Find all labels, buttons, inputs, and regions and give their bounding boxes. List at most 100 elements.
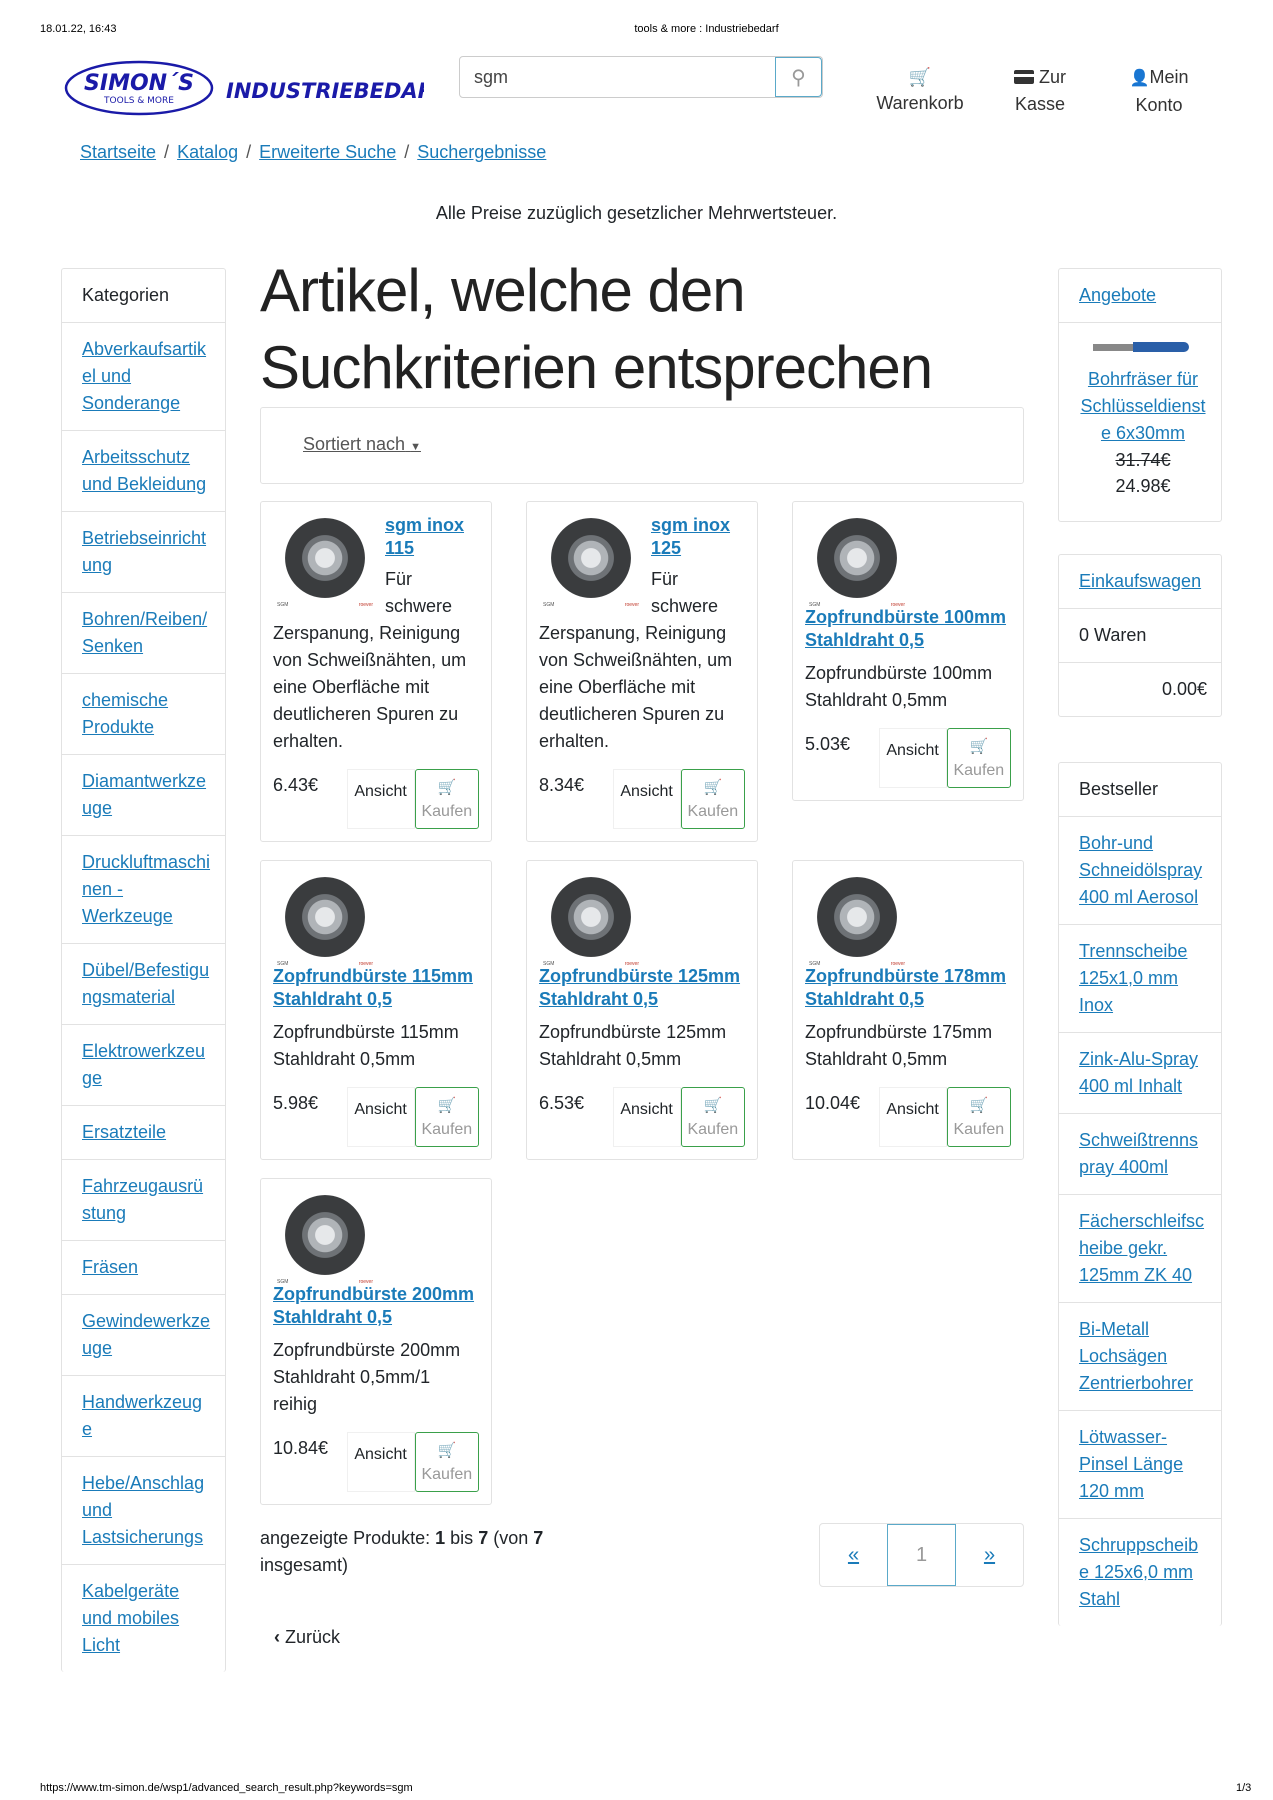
product-image[interactable]: SGM roever [805,514,909,610]
bestseller-link[interactable]: Trennscheibe 125x1,0 mm Inox [1079,941,1188,1015]
category-link[interactable]: Dübel/Befestigungsmaterial [82,960,210,1007]
bestseller-item[interactable]: Schruppscheibe 125x6,0 mm Stahl [1059,1518,1221,1626]
bestseller-item[interactable]: Zink-Alu-Spray 400 ml Inhalt [1059,1032,1221,1113]
view-button[interactable]: Ansicht [346,769,415,829]
bestseller-link[interactable]: Fächerschleifscheibe gekr. 125mm ZK 40 [1079,1211,1205,1285]
bestseller-link[interactable]: Schweißtrennspray 400ml [1079,1130,1199,1177]
category-link[interactable]: Fräsen [82,1257,139,1277]
cart-box: Einkaufswagen 0 Waren 0.00€ [1058,554,1222,717]
sidebar-item-category[interactable]: Bohren/Reiben/Senken [62,592,225,673]
cart-link[interactable]: 🛒 Warenkorb [870,64,970,117]
sidebar-item-category[interactable]: Dübel/Befestigungsmaterial [62,943,225,1024]
product-image[interactable]: SGM roever [539,873,643,969]
back-button[interactable]: ‹ Zurück [274,1627,341,1647]
sidebar-item-category[interactable]: Betriebseinrichtung [62,511,225,592]
product-description: Zopfrundbürste 100mm Stahldraht 0,5mm [805,663,993,710]
logo[interactable]: SIMON´S TOOLS & MORE INDUSTRIEBEDARF [64,60,449,118]
breadcrumb-home[interactable]: Startseite [80,142,157,162]
category-link[interactable]: Hebe/Anschlag und Lastsicherungs [82,1473,205,1547]
search-button[interactable]: ⚲ [775,57,822,97]
bestseller-item[interactable]: Lötwasser-Pinsel Länge 120 mm [1059,1410,1221,1518]
product-title-link[interactable]: sgm inox 125 [651,515,731,558]
bestseller-item[interactable]: Schweißtrennspray 400ml [1059,1113,1221,1194]
bestseller-link[interactable]: Schruppscheibe 125x6,0 mm Stahl [1079,1535,1199,1609]
product-image[interactable]: SGM roever [805,873,909,969]
breadcrumb-catalog[interactable]: Katalog [177,142,239,162]
sidebar-item-category[interactable]: Gewindewerkzeuge [62,1294,225,1375]
category-link[interactable]: Elektrowerkzeuge [82,1041,206,1088]
sidebar-item-category[interactable]: Fahrzeugausrüstung [62,1159,225,1240]
buy-button[interactable]: 🛒 Kaufen [414,1087,480,1147]
bestseller-link[interactable]: Lötwasser-Pinsel Länge 120 mm [1079,1427,1184,1501]
sidebar-item-category[interactable]: Diamantwerkzeuge [62,754,225,835]
product-title-link[interactable]: Zopfrundbürste 125mm Stahldraht 0,5 [539,966,741,1009]
view-button[interactable]: Ansicht [346,1087,415,1147]
prev-page[interactable]: « [847,1543,860,1566]
sidebar-item-category[interactable]: Abverkaufsartikel und Sonderange [62,322,225,430]
bestseller-item[interactable]: Trennscheibe 125x1,0 mm Inox [1059,924,1221,1032]
product-image[interactable]: SGM roever [273,514,377,610]
product-title-link[interactable]: sgm inox 115 [385,515,465,558]
cart-icon: 🛒 [437,1097,457,1114]
buy-button[interactable]: 🛒 Kaufen [946,1087,1012,1147]
category-link[interactable]: Arbeitsschutz und Bekleidung [82,447,207,494]
sort-dropdown[interactable]: Sortiert nach ▼ [303,434,421,454]
category-link[interactable]: Ersatzteile [82,1122,167,1142]
next-page[interactable]: » [983,1543,996,1566]
buy-button[interactable]: 🛒 Kaufen [946,728,1012,788]
category-link[interactable]: Gewindewerkzeuge [82,1311,211,1358]
sidebar-item-category[interactable]: Ersatzteile [62,1105,225,1159]
category-link[interactable]: Handwerkzeuge [82,1392,203,1439]
product-image[interactable]: SGM roever [273,873,377,969]
product-title-link[interactable]: Zopfrundbürste 200mm Stahldraht 0,5 [273,1284,475,1327]
category-link[interactable]: Druckluftmaschinen - Werkzeuge [82,852,211,926]
product-description: Zopfrundbürste 200mm Stahldraht 0,5mm/1 … [273,1340,461,1414]
view-button[interactable]: Ansicht [878,1087,947,1147]
category-link[interactable]: Abverkaufsartikel und Sonderange [82,339,207,413]
bestseller-item[interactable]: Bi-Metall Lochsägen Zentrierbohrer [1059,1302,1221,1410]
checkout-link[interactable]: Zur Kasse [1013,67,1066,114]
buy-button[interactable]: 🛒 Kaufen [680,769,746,829]
buy-button[interactable]: 🛒 Kaufen [680,1087,746,1147]
cart-box-link[interactable]: Einkaufswagen [1079,571,1202,591]
category-link[interactable]: Kabelgeräte und mobiles Licht [82,1581,180,1655]
offer-product-link[interactable]: Bohrfräser für Schlüsseldienste 6x30mm [1080,369,1206,443]
sidebar-item-category[interactable]: Arbeitsschutz und Bekleidung [62,430,225,511]
breadcrumb-results[interactable]: Suchergebnisse [417,142,547,162]
bestseller-item[interactable]: Fächerschleifscheibe gekr. 125mm ZK 40 [1059,1194,1221,1302]
sidebar-item-category[interactable]: Fräsen [62,1240,225,1294]
bestseller-link[interactable]: Zink-Alu-Spray 400 ml Inhalt [1079,1049,1199,1096]
current-page[interactable]: 1 [887,1524,956,1586]
view-button[interactable]: Ansicht [612,1087,681,1147]
product-price: 10.04€ [805,1093,861,1113]
product-title-link[interactable]: Zopfrundbürste 178mm Stahldraht 0,5 [805,966,1007,1009]
view-button[interactable]: Ansicht [346,1432,415,1492]
product-title-link[interactable]: Zopfrundbürste 100mm Stahldraht 0,5 [805,607,1007,650]
view-button[interactable]: Ansicht [878,728,947,788]
product-image[interactable]: SGM roever [273,1191,377,1287]
breadcrumb-advanced-search[interactable]: Erweiterte Suche [259,142,397,162]
category-link[interactable]: Diamantwerkzeuge [82,771,207,818]
view-button[interactable]: Ansicht [612,769,681,829]
bestseller-item[interactable]: Bohr-und Schneidölspray 400 ml Aerosol [1059,816,1221,924]
sidebar-item-category[interactable]: Elektrowerkzeuge [62,1024,225,1105]
buy-button[interactable]: 🛒 Kaufen [414,769,480,829]
category-link[interactable]: Betriebseinrichtung [82,528,207,575]
sidebar-item-category[interactable]: chemische Produkte [62,673,225,754]
bestseller-link[interactable]: Bohr-und Schneidölspray 400 ml Aerosol [1079,833,1203,907]
sidebar-item-category[interactable]: Hebe/Anschlag und Lastsicherungs [62,1456,225,1564]
sidebar-item-category[interactable]: Handwerkzeuge [62,1375,225,1456]
category-link[interactable]: chemische Produkte [82,690,169,737]
account-link[interactable]: 👤Mein Konto [1129,67,1189,115]
print-page-number: 1/3 [1236,1782,1252,1794]
buy-button[interactable]: 🛒 Kaufen [414,1432,480,1492]
product-image[interactable]: SGM roever [539,514,643,610]
sidebar-item-category[interactable]: Kabelgeräte und mobiles Licht [62,1564,225,1672]
category-link[interactable]: Fahrzeugausrüstung [82,1176,204,1223]
bestseller-link[interactable]: Bi-Metall Lochsägen Zentrierbohrer [1079,1319,1194,1393]
search-input[interactable] [460,57,775,97]
category-link[interactable]: Bohren/Reiben/Senken [82,609,208,656]
sidebar-item-category[interactable]: Druckluftmaschinen - Werkzeuge [62,835,225,943]
product-title-link[interactable]: Zopfrundbürste 115mm Stahldraht 0,5 [273,966,474,1009]
offers-link[interactable]: Angebote [1079,285,1157,305]
